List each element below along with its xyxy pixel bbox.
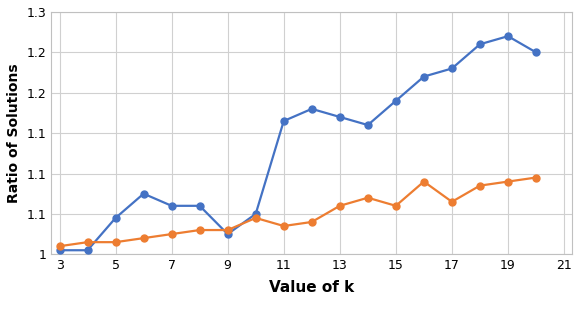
- GENES: [336, 115, 343, 119]
- GENES: [168, 204, 175, 208]
- X-axis label: Value of k: Value of k: [269, 280, 354, 295]
- Y-axis label: Ratio of Solutions: Ratio of Solutions: [7, 63, 21, 203]
- GENES: [280, 119, 287, 123]
- MNIST: [420, 180, 427, 184]
- GENES: [448, 67, 455, 70]
- GENES: [224, 232, 231, 236]
- Line: MNIST: MNIST: [56, 174, 539, 250]
- MNIST: [448, 200, 455, 204]
- MNIST: [476, 184, 483, 187]
- GENES: [420, 75, 427, 79]
- MNIST: [336, 204, 343, 208]
- GENES: [84, 248, 91, 252]
- MNIST: [309, 220, 316, 224]
- MNIST: [280, 224, 287, 228]
- GENES: [309, 107, 316, 111]
- GENES: [112, 216, 119, 220]
- GENES: [140, 192, 147, 196]
- MNIST: [393, 204, 400, 208]
- GENES: [196, 204, 203, 208]
- GENES: [505, 34, 512, 38]
- MNIST: [112, 240, 119, 244]
- Line: GENES: GENES: [56, 33, 539, 254]
- GENES: [532, 51, 539, 54]
- GENES: [476, 42, 483, 46]
- GENES: [364, 123, 371, 127]
- MNIST: [196, 228, 203, 232]
- MNIST: [168, 232, 175, 236]
- MNIST: [56, 244, 63, 248]
- GENES: [56, 248, 63, 252]
- MNIST: [252, 216, 259, 220]
- MNIST: [84, 240, 91, 244]
- MNIST: [140, 236, 147, 240]
- GENES: [252, 212, 259, 216]
- MNIST: [505, 180, 512, 184]
- MNIST: [224, 228, 231, 232]
- MNIST: [364, 196, 371, 200]
- MNIST: [532, 176, 539, 180]
- GENES: [393, 99, 400, 103]
